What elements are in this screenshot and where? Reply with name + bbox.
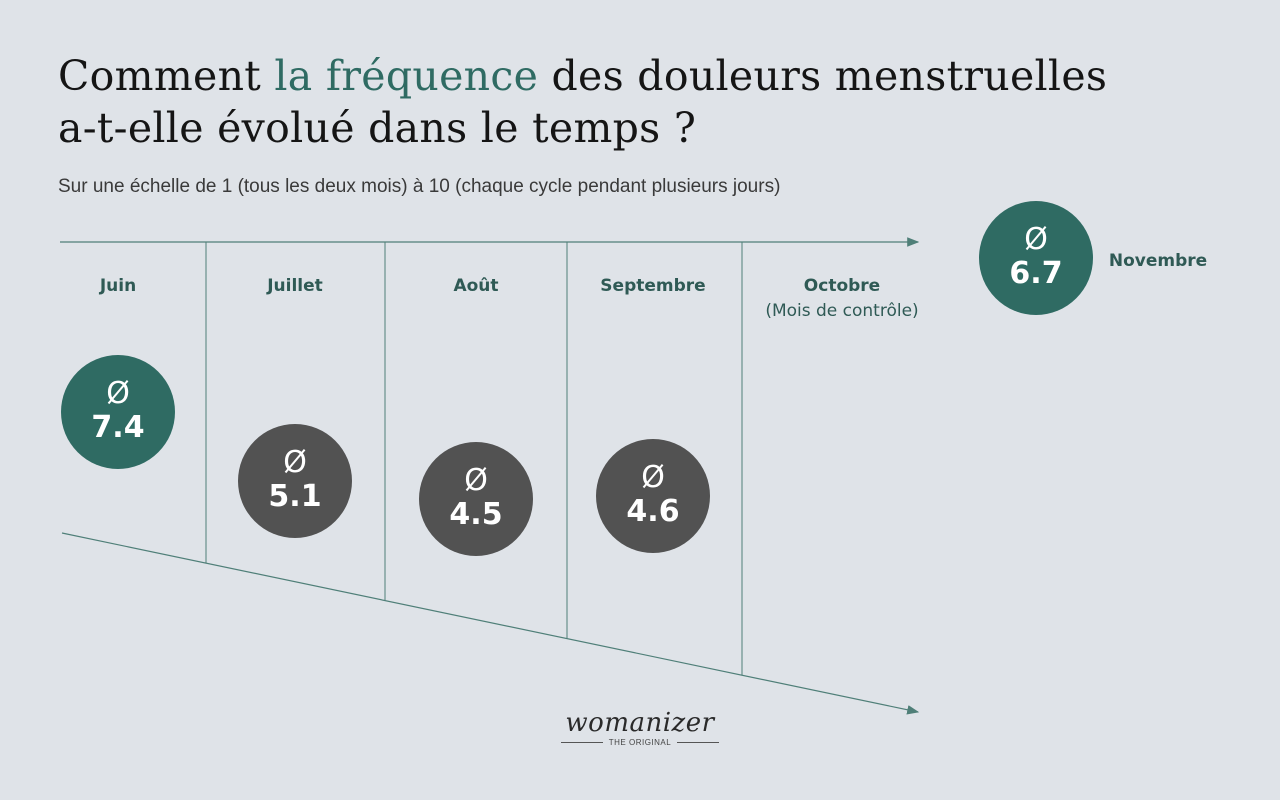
average-symbol: Ø bbox=[464, 463, 488, 498]
title-part-1: Comment bbox=[58, 52, 275, 100]
month-label-juin: Juin bbox=[99, 276, 137, 296]
data-label-novembre: 6.7 bbox=[1009, 256, 1063, 291]
title-accent: la fréquence bbox=[274, 52, 539, 100]
value-bubble-juillet: Ø 5.1 bbox=[238, 424, 352, 538]
average-symbol: Ø bbox=[106, 376, 130, 411]
average-symbol: Ø bbox=[641, 460, 665, 495]
title-part-2: des douleurs menstruelles a-t-elle évolu… bbox=[58, 52, 1108, 152]
chart-title: Comment la fréquence des douleurs menstr… bbox=[58, 50, 1138, 154]
data-label-aout: 4.5 bbox=[449, 497, 503, 532]
month-label-novembre: Novembre bbox=[1108, 251, 1208, 271]
average-symbol: Ø bbox=[283, 445, 307, 480]
logo-tagline-row: THE ORIGINAL bbox=[540, 738, 740, 747]
brand-logo: womanizer THE ORIGINAL bbox=[540, 708, 740, 747]
logo-rule-right bbox=[677, 742, 720, 743]
month-label-septembre: Septembre bbox=[600, 276, 706, 296]
value-bubble-aout: Ø 4.5 bbox=[419, 442, 533, 556]
logo-rule-left bbox=[560, 742, 603, 743]
value-bubble-novembre: Ø 6.7 bbox=[979, 201, 1093, 315]
month-label-juillet: Juillet bbox=[267, 276, 323, 296]
month-label-octobre: Octobre bbox=[803, 276, 881, 296]
value-bubble-juin: Ø 7.4 bbox=[61, 355, 175, 469]
month-label-aout: Août bbox=[453, 276, 499, 296]
data-label-juillet: 5.1 bbox=[268, 479, 322, 514]
data-label-septembre: 4.6 bbox=[626, 494, 680, 529]
chart-subtitle: Sur une échelle de 1 (tous les deux mois… bbox=[58, 176, 781, 197]
logo-tagline: THE ORIGINAL bbox=[608, 738, 672, 747]
month-note-octobre: (Mois de contrôle) bbox=[765, 301, 919, 321]
average-symbol: Ø bbox=[1024, 222, 1048, 257]
trend-arrow bbox=[61, 532, 920, 715]
logo-wordmark: womanizer bbox=[565, 708, 715, 738]
value-bubble-septembre: Ø 4.6 bbox=[596, 439, 710, 553]
data-label-juin: 7.4 bbox=[91, 410, 145, 445]
